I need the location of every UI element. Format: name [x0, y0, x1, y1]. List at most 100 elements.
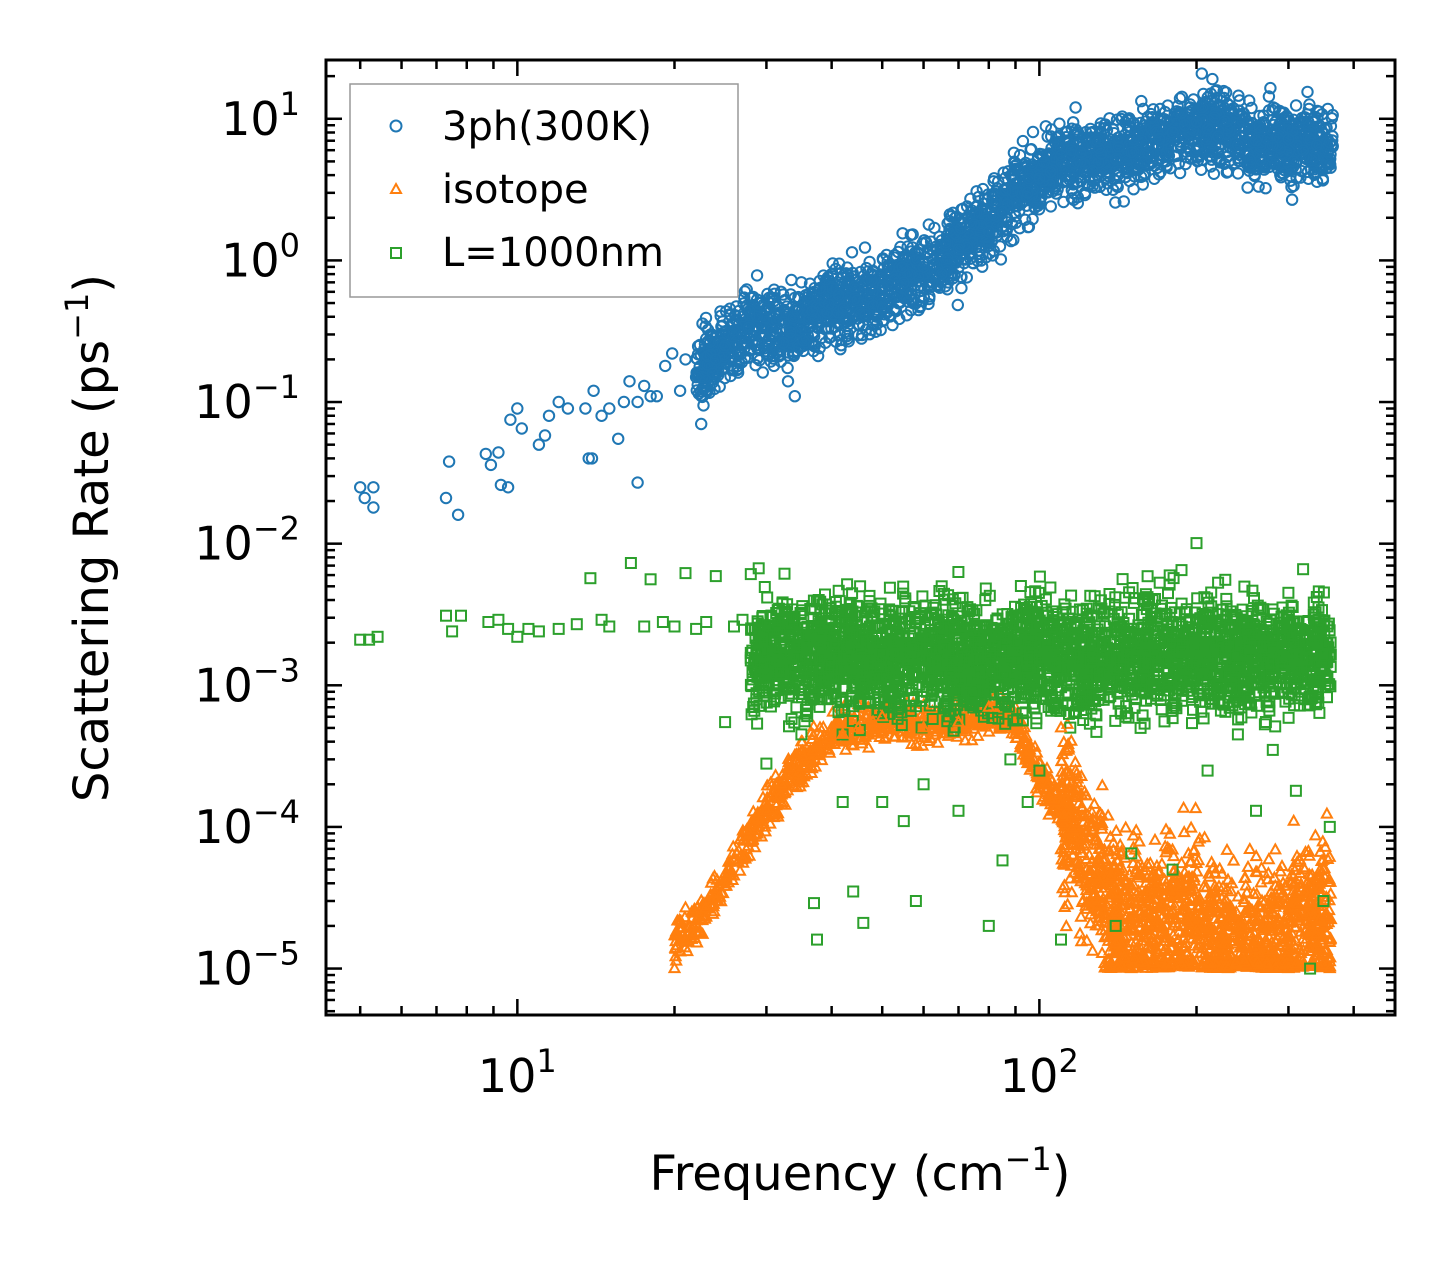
- series-triangle-dense-point: [1185, 921, 1199, 934]
- series-triangle-dense-point: [1268, 878, 1282, 891]
- series-triangle-dense-point: [1301, 878, 1316, 891]
- series-triangle-dense-point: [1313, 844, 1327, 857]
- series-triangle-dense-point: [678, 934, 693, 947]
- series-triangle-dense-point: [1254, 860, 1269, 873]
- series-triangle-dense-point: [1277, 917, 1292, 930]
- series-triangle-dense-point: [1166, 849, 1181, 862]
- series-triangle-dense-point: [1228, 925, 1242, 938]
- series-triangle-dense-point: [1110, 847, 1124, 860]
- series-triangle-dense-point: [1304, 958, 1319, 971]
- series-triangle-dense-point: [1148, 832, 1162, 845]
- series-triangle-dense-point: [1287, 876, 1301, 889]
- series-triangle-dense-point: [978, 719, 993, 732]
- series-triangle-dense-point: [1322, 872, 1336, 885]
- series-triangle-dense-point: [1130, 849, 1144, 862]
- series-triangle-dense-point: [1158, 912, 1173, 925]
- series-triangle-dense-point: [1074, 867, 1089, 880]
- series-triangle-dense-point: [1096, 851, 1110, 864]
- series-triangle-dense-point: [1179, 871, 1193, 884]
- series-triangle-dense-point: [1119, 874, 1133, 887]
- series-triangle-dense-point: [1143, 878, 1158, 891]
- series-triangle-dense-point: [682, 920, 697, 933]
- series-triangle-dense-point: [718, 865, 733, 878]
- series-triangle-dense-point: [1118, 917, 1132, 930]
- series-triangle-dense-point: [1175, 958, 1189, 971]
- series-triangle-dense-point: [1106, 835, 1121, 848]
- series-triangle-dense-point: [1291, 896, 1305, 909]
- series-triangle-dense-point: [1059, 919, 1073, 932]
- series-triangle-dense-point: [678, 900, 693, 913]
- series-triangle-dense-point: [1095, 945, 1109, 958]
- series-triangle-dense-point: [1063, 871, 1077, 884]
- series-triangle-dense-point: [1144, 869, 1158, 882]
- series-triangle-dense-point: [1170, 947, 1184, 960]
- series-triangle-dense-point: [1148, 955, 1162, 968]
- series-triangle-dense-point: [1224, 884, 1238, 897]
- series-triangle-dense-point: [1061, 855, 1076, 868]
- series-triangle-dense-point: [1096, 869, 1110, 882]
- series-triangle-dense-point: [971, 718, 985, 731]
- series-triangle-dense-point: [1316, 957, 1330, 970]
- series-triangle-dense-point: [1275, 888, 1289, 901]
- series-triangle-dense-point: [1109, 945, 1123, 958]
- series-triangle-dense-point: [1148, 918, 1163, 931]
- series-triangle-dense-point: [1165, 940, 1179, 953]
- series-triangle-dense-point: [741, 838, 755, 851]
- series-triangle-dense-point: [1307, 907, 1321, 920]
- series-triangle-dense-point: [1298, 844, 1313, 857]
- series-triangle-dense-point: [928, 727, 942, 740]
- series-triangle-dense-point: [1065, 820, 1079, 833]
- series-triangle-dense-point: [1061, 764, 1075, 777]
- series-triangle-dense-point: [758, 819, 772, 832]
- series-triangle-dense-point: [1198, 946, 1212, 959]
- series-triangle-dense-point: [684, 927, 699, 940]
- series-triangle-dense-point: [1235, 921, 1249, 934]
- series-triangle-dense-point: [740, 822, 754, 835]
- series-triangle-dense-point: [1184, 854, 1198, 867]
- series-triangle-dense-point: [1268, 886, 1282, 899]
- series-triangle-dense-point: [1294, 959, 1308, 972]
- series-triangle-dense-point: [1114, 844, 1129, 857]
- series-triangle-dense-point: [1250, 954, 1264, 967]
- series-triangle-dense-point: [1190, 864, 1204, 877]
- series-triangle-dense-point: [1188, 801, 1203, 814]
- series-triangle-dense-point: [1190, 926, 1204, 939]
- series-triangle-dense-point: [1076, 814, 1091, 827]
- series-triangle-dense-point: [1125, 923, 1139, 936]
- series-triangle-dense-point: [1157, 872, 1172, 885]
- series-triangle-dense-point: [1303, 868, 1318, 881]
- series-triangle-dense-point: [1237, 895, 1251, 908]
- series-triangle-dense-point: [1224, 900, 1238, 913]
- series-triangle-dense-point: [1171, 890, 1186, 903]
- series-triangle-dense-point: [1068, 755, 1082, 768]
- series-triangle-dense-point: [1064, 733, 1078, 746]
- series-triangle-dense-point: [669, 934, 683, 947]
- series-triangle-dense-point: [795, 748, 810, 761]
- series-triangle-dense-point: [1133, 896, 1147, 909]
- series-triangle-dense-point: [1092, 836, 1107, 849]
- series-triangle-dense-point: [1140, 856, 1154, 869]
- series-triangle-dense-point: [1017, 720, 1032, 733]
- series-triangle-dense-point: [1309, 926, 1324, 939]
- series-triangle-dense-point: [1091, 815, 1105, 828]
- series-triangle-dense-point: [795, 759, 810, 772]
- series-triangle-dense-point: [1139, 863, 1153, 876]
- series-triangle-dense-point: [793, 775, 808, 788]
- series-triangle-dense-point: [1237, 892, 1251, 905]
- series-triangle-dense-point: [1262, 921, 1277, 934]
- series-triangle-dense-point: [1058, 837, 1072, 850]
- series-triangle-dense-point: [1044, 787, 1058, 800]
- series-triangle-dense-point: [1174, 879, 1188, 892]
- series-triangle-dense-point: [1097, 955, 1112, 968]
- series-triangle-dense-point: [1251, 910, 1266, 923]
- series-triangle-dense-point: [1137, 937, 1151, 950]
- series-triangle-dense-point: [1229, 955, 1243, 968]
- series-triangle-dense-point: [1065, 836, 1079, 849]
- series-triangle-dense-point: [1217, 936, 1231, 949]
- series-triangle-dense-point: [1175, 918, 1189, 931]
- series-triangle-dense-point: [1057, 845, 1071, 858]
- series-triangle-dense-point: [1126, 840, 1140, 853]
- series-triangle-dense-point: [1139, 883, 1153, 896]
- series-triangle-dense-point: [1253, 935, 1267, 948]
- series-triangle-dense-point: [1132, 834, 1146, 847]
